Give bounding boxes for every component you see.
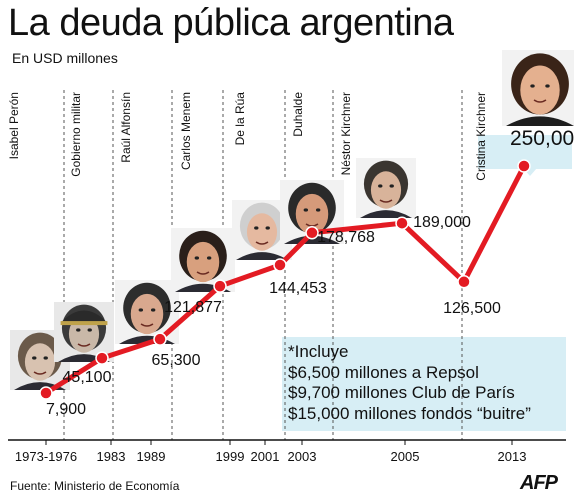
callout-pointer (523, 168, 537, 176)
note-line-club-paris: $9,700 millones Club de París (288, 383, 515, 402)
note-box (282, 337, 566, 431)
note-text: *Incluye $6,500 millones a Repsol $9,700… (288, 342, 531, 424)
x-tick-label: 1989 (137, 449, 166, 464)
x-tick-label: 2001 (251, 449, 280, 464)
x-tick-label: 1999 (216, 449, 245, 464)
leader-label: Duhalde (291, 92, 305, 137)
data-point-marker (457, 275, 471, 289)
leader-label: De la Rúa (233, 92, 247, 146)
note-line-header: *Incluye (288, 342, 349, 361)
leader-portrait (171, 228, 235, 292)
debt-data-labels: 7,900 45,100 65,300 121,877 144,453 178,768 18… (46, 127, 574, 418)
data-point-marker (395, 216, 409, 230)
data-point-marker (213, 279, 227, 293)
leader-labels: Isabel Perón Gobierno militar Raúl Alfonsí… (7, 92, 488, 181)
data-value-label: 121,877 (164, 299, 222, 316)
source-credit: Fuente: Ministerio de Economía (10, 479, 180, 493)
chart-subtitle: En USD millones (12, 50, 118, 66)
data-value-label: 126,500 (443, 300, 501, 317)
leader-label: Cristina Kirchner (474, 92, 488, 181)
data-point-marker (517, 159, 531, 173)
data-value-label: 250,000* (510, 127, 574, 150)
leader-portrait (356, 158, 416, 218)
data-point-marker (305, 226, 319, 240)
data-value-label: 7,900 (46, 401, 86, 418)
x-axis-ticks: 1973-1976 1983 1989 1999 2001 2003 2005 2013 (15, 440, 527, 464)
x-tick-label: 2005 (391, 449, 420, 464)
note-line-holdouts: $15,000 millones fondos “buitre” (288, 403, 531, 423)
data-point-marker (39, 386, 53, 400)
data-value-label: 144,453 (269, 280, 327, 297)
data-value-label: 178,768 (317, 229, 375, 246)
debt-markers (39, 159, 531, 400)
data-point-marker (95, 351, 109, 365)
leader-portrait (502, 50, 574, 126)
x-tick-label: 2003 (288, 449, 317, 464)
x-tick-label: 2013 (498, 449, 527, 464)
data-value-label: 189,000 (413, 214, 471, 231)
note-line-repsol: $6,500 millones a Repsol (288, 362, 479, 382)
leader-label: Raúl Alfonsín (119, 92, 133, 163)
leader-label: Néstor Kirchner (339, 92, 353, 175)
x-tick-label: 1983 (97, 449, 126, 464)
x-tick-label: 1973-1976 (15, 449, 77, 464)
data-point-marker (273, 258, 287, 272)
afp-logo: AFP (520, 472, 558, 494)
data-point-marker (153, 332, 167, 346)
leader-label: Gobierno militar (69, 92, 83, 177)
leader-label: Carlos Menem (179, 92, 193, 170)
leader-label: Isabel Perón (7, 92, 21, 159)
leader-portraits (10, 50, 574, 390)
data-value-label: 45,100 (63, 369, 112, 386)
page-title: La deuda pública argentina (8, 2, 454, 44)
data-value-label: 65,300 (152, 352, 201, 369)
